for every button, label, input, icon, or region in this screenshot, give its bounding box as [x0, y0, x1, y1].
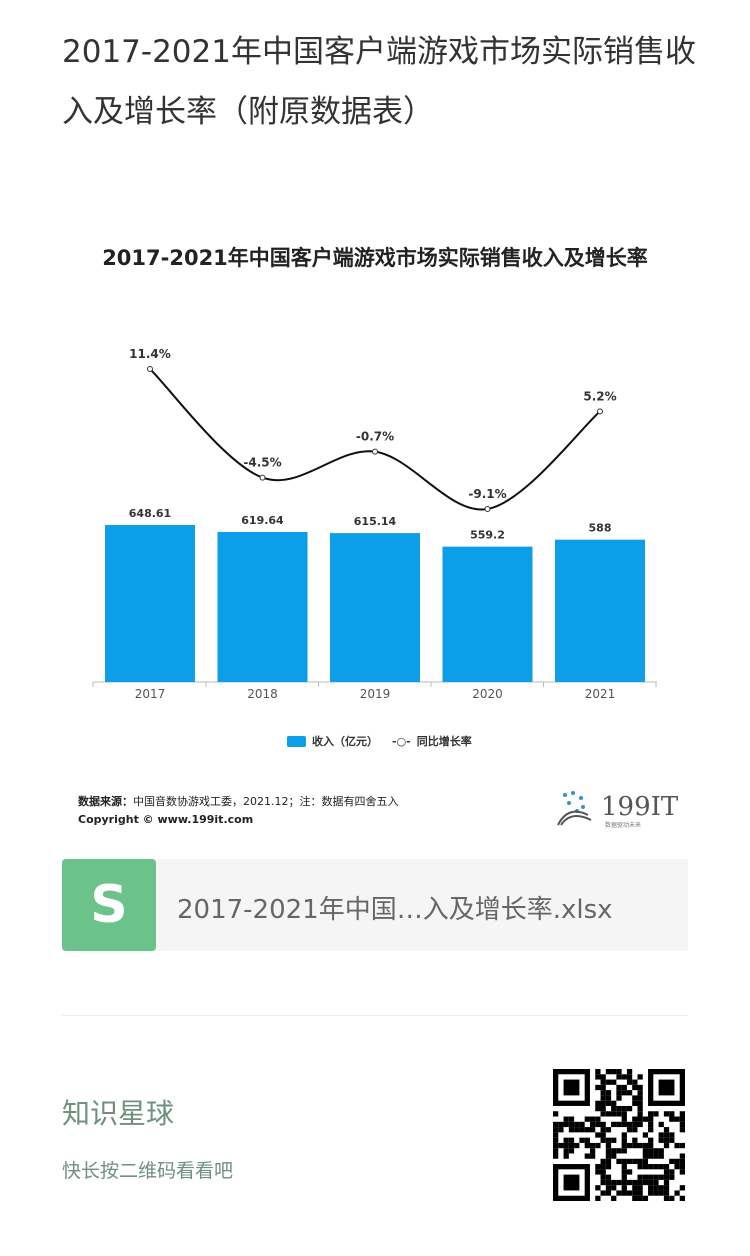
source-label: 数据来源：: [78, 795, 133, 808]
bar: [105, 525, 195, 682]
bar: [217, 532, 308, 682]
line-point: [372, 448, 378, 455]
line-label: -9.1%: [468, 487, 506, 501]
line-label: -4.5%: [243, 456, 281, 470]
bar-label: 559.2: [470, 529, 505, 542]
line-point: [259, 474, 266, 481]
x-tick-label: 2020: [472, 687, 503, 701]
legend-line-icon: -○-: [392, 734, 411, 748]
bar: [442, 546, 533, 682]
line-label: -0.7%: [356, 430, 394, 444]
x-tick-label: 2021: [585, 687, 616, 701]
logo: 199IT 数据驱动未来: [553, 785, 693, 834]
promo-subtitle: 快长按二维码看看吧: [62, 1160, 234, 1182]
x-tick-label: 2019: [360, 687, 391, 701]
legend-line-label: 同比增长率: [416, 735, 472, 748]
legend-bar-swatch: [287, 735, 306, 747]
bar-label: 619.64: [241, 514, 284, 527]
spreadsheet-icon: S: [62, 859, 156, 951]
line-point: [147, 366, 153, 372]
svg-text:199IT: 199IT: [601, 792, 679, 822]
divider: [62, 1015, 688, 1016]
legend: 收入（亿元） -○- 同比增长率: [287, 733, 472, 749]
bar: [330, 533, 420, 682]
bar-label: 588: [589, 522, 612, 535]
copyright: Copyright © www.199it.com: [78, 813, 254, 826]
source-text: 中国音数协游戏工委，2021.12；注：数据有四舍五入: [133, 795, 399, 808]
bar-label: 648.61: [129, 507, 171, 520]
source-note: 数据来源：中国音数协游戏工委，2021.12；注：数据有四舍五入: [78, 793, 399, 809]
chart: 648.61 2017 619.64 2018 615.14 2019 559.2 2020 5…: [92, 347, 657, 701]
legend-bar-label: 收入（亿元）: [312, 735, 378, 748]
x-tick-label: 2018: [247, 687, 278, 701]
chart-title: 2017-2021年中国客户端游戏市场实际销售收入及增长率: [102, 246, 648, 270]
bar: [555, 539, 645, 682]
page-title: 2017-2021年中国客户端游戏市场实际销售收入及增长率（附原数据表）: [62, 34, 696, 130]
line-label: 11.4%: [129, 347, 171, 361]
line-point: [597, 408, 603, 415]
file-name: 2017-2021年中国…入及增长率.xlsx: [177, 895, 613, 925]
bar-label: 615.14: [354, 515, 397, 528]
file-attachment[interactable]: S 2017-2021年中国…入及增长率.xlsx: [62, 859, 688, 951]
line-point: [484, 506, 491, 513]
svg-text:数据驱动未来: 数据驱动未来: [605, 821, 641, 829]
line-label: 5.2%: [583, 389, 616, 403]
promo-title: 知识星球: [62, 1097, 175, 1130]
x-tick-label: 2017: [135, 687, 166, 701]
qr-code[interactable]: [553, 1069, 685, 1201]
